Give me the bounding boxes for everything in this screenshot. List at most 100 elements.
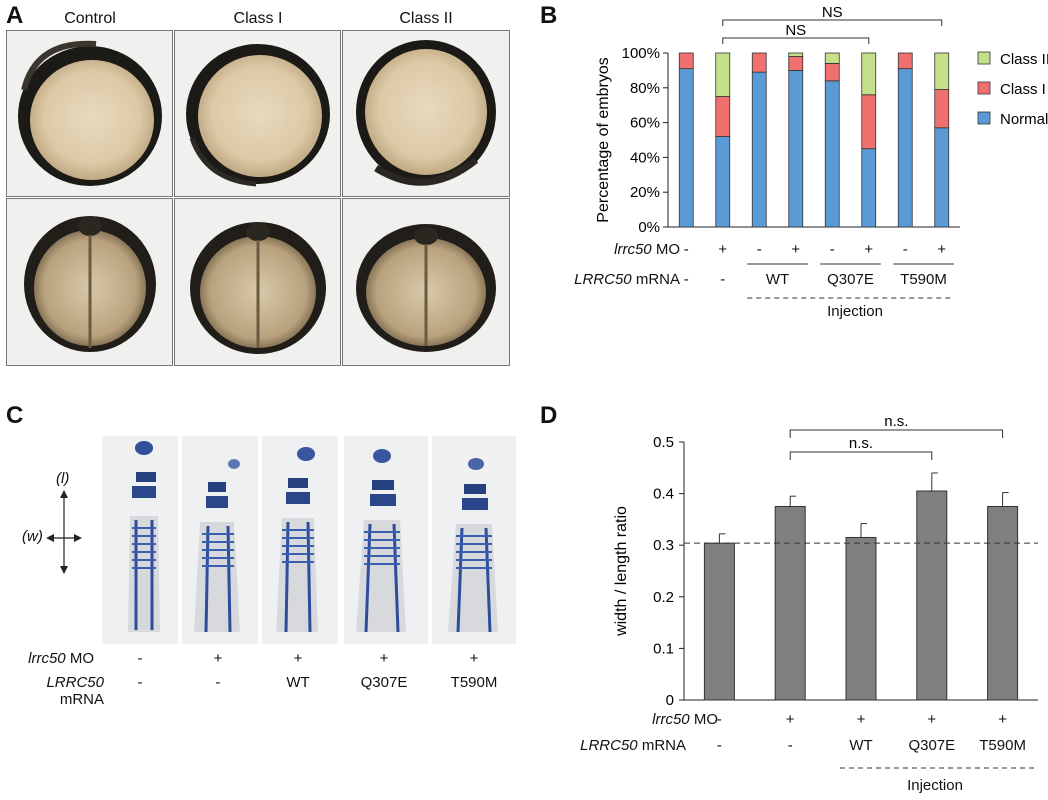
row-value: - [756, 241, 762, 258]
bar [703, 542, 735, 701]
bar [774, 506, 806, 701]
stacked-bar-segment [897, 52, 913, 70]
embryo-image-grid [6, 30, 510, 366]
row-value: T590M [900, 271, 947, 288]
insitu-tile-1 [102, 436, 178, 644]
stacked-bar-segment [788, 52, 804, 57]
stacked-chart-significance: NS NS [722, 4, 943, 44]
row-value: + [785, 711, 795, 728]
stacked-bar-chart: 0%20%40%60%80%100%Percentage of embryos … [595, 4, 1048, 299]
row-value: - [215, 674, 221, 691]
row-value: - [683, 271, 689, 288]
embryo-tile-class2-dorsal [342, 198, 510, 366]
row-value: + [927, 711, 937, 728]
row-value: T590M [450, 674, 498, 691]
axis-indicator: (l) (w) [20, 470, 90, 580]
injection-dashed-line [840, 767, 1034, 769]
row-value: - [716, 737, 722, 754]
row-value: - [683, 241, 689, 258]
y-tick-label: 0.3 [653, 537, 674, 554]
bar [916, 490, 948, 701]
row-value: Q307E [360, 674, 408, 691]
row-value: + [856, 711, 866, 728]
y-axis-title: Percentage of embryos [595, 57, 612, 222]
in-situ-images [102, 436, 516, 644]
y-tick-label: 0.2 [653, 589, 674, 606]
insitu-tile-3 [262, 436, 338, 644]
row-value: + [998, 711, 1007, 728]
axis-width-label: (w) [22, 528, 43, 545]
legend-swatch [977, 81, 991, 95]
y-tick-label: 40% [630, 149, 660, 166]
col-title-class-1: Class I [233, 10, 283, 27]
significance-label: n.s. [849, 435, 873, 452]
panel-c-mo-row-label: lrrc50 MO [28, 650, 94, 667]
row-value: Q307E [827, 271, 874, 288]
row-value: + [937, 241, 947, 258]
row-value: - [720, 271, 726, 288]
row-value: - [716, 711, 722, 728]
insitu-tile-4 [344, 436, 428, 644]
legend-swatch [977, 111, 991, 125]
legend-label: Class II [1000, 51, 1048, 68]
panel-b-mo-row-label: lrrc50 MO [614, 241, 680, 258]
panel-c-label: C [6, 402, 24, 429]
in-situ-image-strip [102, 436, 516, 644]
y-axis-title: width / length ratio [613, 506, 630, 637]
legend-label: Normal [1000, 111, 1048, 128]
stacked-bar-segment [715, 136, 731, 228]
panel-b-injection-label: Injection [827, 303, 883, 320]
stacked-bar-segment [715, 96, 731, 137]
y-tick-label: 20% [630, 184, 660, 201]
significance-bracket [789, 451, 933, 460]
ratio-bar-chart: 0 0.1 0.2 0.3 0.4 0.5 width / length ratio n.s… [613, 413, 1038, 709]
row-value: - [137, 650, 143, 667]
significance-label: NS [785, 22, 806, 39]
y-tick-label: 100% [622, 45, 660, 62]
y-tick-label: 0% [638, 219, 660, 236]
panel-d-mo-row-label: lrrc50 MO [652, 711, 718, 728]
stacked-bar-segment [678, 52, 694, 70]
embryo-images [6, 30, 510, 366]
row-value: - [829, 241, 835, 258]
y-tick-label: 0.4 [653, 486, 674, 503]
bar [845, 536, 877, 701]
row-value: - [902, 241, 908, 258]
embryo-tile-class1-lateral [174, 30, 341, 197]
panel-d-label: D [540, 402, 558, 429]
stacked-bar-segment [861, 148, 877, 228]
y-tick-label: 60% [630, 115, 660, 132]
stacked-bar-segment [715, 52, 731, 97]
stacked-bar-segment [824, 63, 840, 82]
significance-label: n.s. [884, 413, 908, 430]
y-tick-label: 0.1 [653, 640, 674, 657]
ratio-chart-axes: 0 0.1 0.2 0.3 0.4 0.5 width / length ratio [613, 434, 1038, 709]
panel-b-mrna-row-label: LRRC50 mRNA [574, 271, 680, 288]
row-value: Q307E [908, 737, 956, 754]
row-value: + [718, 241, 728, 258]
stacked-chart-axes: 0% 20% 40% 60% 80% 100% Percentage of embryos [595, 45, 960, 236]
stacked-bar-segment [934, 89, 950, 129]
stacked-bar-segment [751, 71, 767, 228]
legend-swatch [977, 51, 991, 65]
embryo-tile-class2-lateral [342, 30, 510, 197]
significance-bracket [722, 37, 870, 44]
stacked-bar-segment [861, 52, 877, 96]
stacked-bar-segment [897, 68, 913, 228]
ratio-chart-significance: n.s. n.s. [789, 413, 1004, 460]
embryo-tile-control-lateral [6, 30, 173, 197]
bar [987, 506, 1019, 701]
row-value: + [791, 241, 801, 258]
stacked-bar-segment [861, 94, 877, 150]
row-value: + [469, 650, 479, 667]
embryo-tile-control-dorsal [6, 198, 173, 366]
stacked-bar-segment [824, 52, 840, 64]
stacked-bar-segment [824, 80, 840, 228]
row-value: WT [286, 674, 310, 691]
stacked-bar-segment [934, 52, 950, 90]
insitu-tile-5 [432, 436, 516, 644]
insitu-tile-2 [182, 436, 258, 644]
stacked-bar-segment [788, 70, 804, 228]
row-value: + [864, 241, 874, 258]
row-value: + [213, 650, 223, 667]
